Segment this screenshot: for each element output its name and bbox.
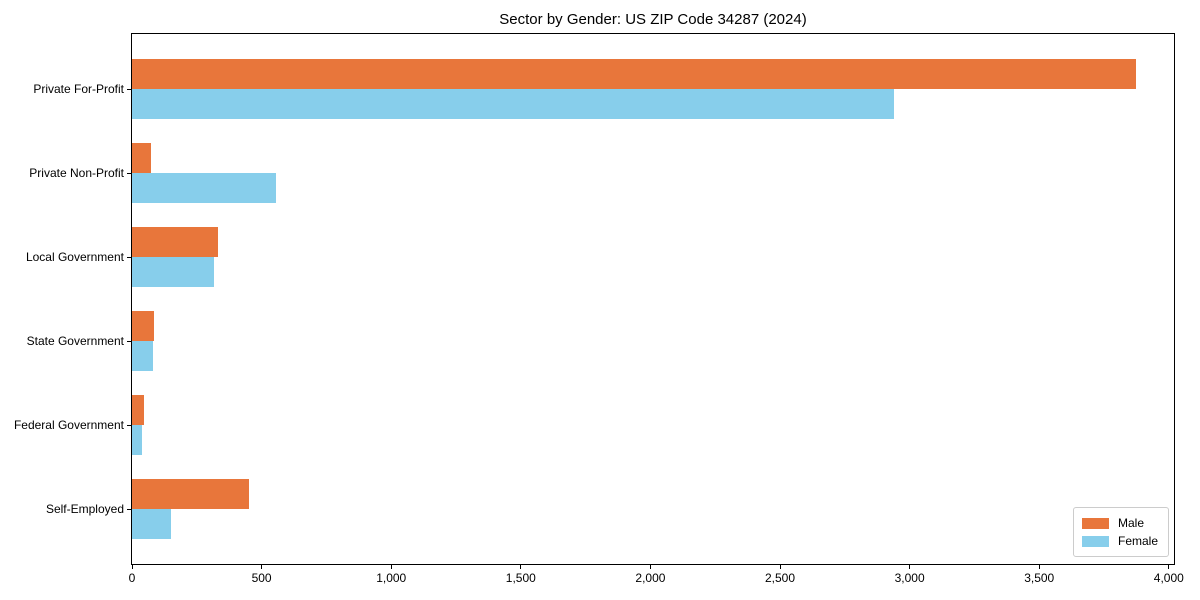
bar-male-2 (132, 227, 218, 257)
x-tick-label: 3,500 (1024, 571, 1055, 585)
y-tick-mark (127, 256, 131, 258)
legend-entry-male: Male (1081, 514, 1158, 532)
y-category-label: Private For-Profit (33, 82, 124, 96)
x-tick-mark (390, 565, 392, 569)
x-tick-mark (131, 565, 133, 569)
y-tick-mark (127, 340, 131, 342)
bar-male-3 (132, 311, 154, 341)
y-category-label: State Government (26, 334, 124, 348)
x-tick-label: 500 (251, 571, 272, 585)
legend-entry-female: Female (1081, 532, 1158, 550)
y-category-label: Local Government (25, 250, 124, 264)
bar-female-5 (132, 509, 171, 539)
y-category-label: Private Non-Profit (29, 166, 124, 180)
x-tick-label: 1,500 (505, 571, 536, 585)
x-tick-mark (909, 565, 911, 569)
bar-female-1 (132, 173, 276, 203)
x-tick-label: 4,000 (1153, 571, 1184, 585)
legend-swatch-female (1081, 535, 1109, 547)
y-tick-mark (127, 508, 131, 510)
x-tick-label: 0 (128, 571, 136, 585)
legend: Male Female (1072, 507, 1169, 557)
legend-label-female: Female (1117, 534, 1158, 548)
bar-male-5 (132, 479, 249, 509)
x-tick-mark (520, 565, 522, 569)
x-tick-mark (1038, 565, 1040, 569)
x-tick-label: 2,000 (635, 571, 666, 585)
x-tick-mark (649, 565, 651, 569)
y-tick-mark (127, 424, 131, 426)
y-category-label: Federal Government (13, 418, 124, 432)
bar-female-2 (132, 257, 214, 287)
y-tick-mark (127, 172, 131, 174)
chart-title: Sector by Gender: US ZIP Code 34287 (202… (499, 11, 807, 28)
bar-male-4 (132, 395, 144, 425)
bar-female-3 (132, 341, 153, 371)
x-tick-label: 3,000 (894, 571, 925, 585)
bar-male-0 (132, 59, 1137, 89)
x-tick-label: 2,500 (764, 571, 796, 585)
y-tick-mark (127, 88, 131, 90)
legend-swatch-male (1081, 517, 1109, 529)
x-tick-label: 1,000 (376, 571, 407, 585)
x-tick-mark (779, 565, 781, 569)
y-category-label: Self-Employed (45, 502, 124, 516)
legend-label-male: Male (1117, 516, 1144, 530)
bar-female-4 (132, 425, 143, 455)
x-tick-mark (261, 565, 263, 569)
plot-area: Private For-Profit Private Non-Profit Loca… (14, 33, 1184, 585)
bar-male-1 (132, 143, 152, 173)
x-tick-mark (1168, 565, 1170, 569)
bar-female-0 (132, 89, 895, 119)
